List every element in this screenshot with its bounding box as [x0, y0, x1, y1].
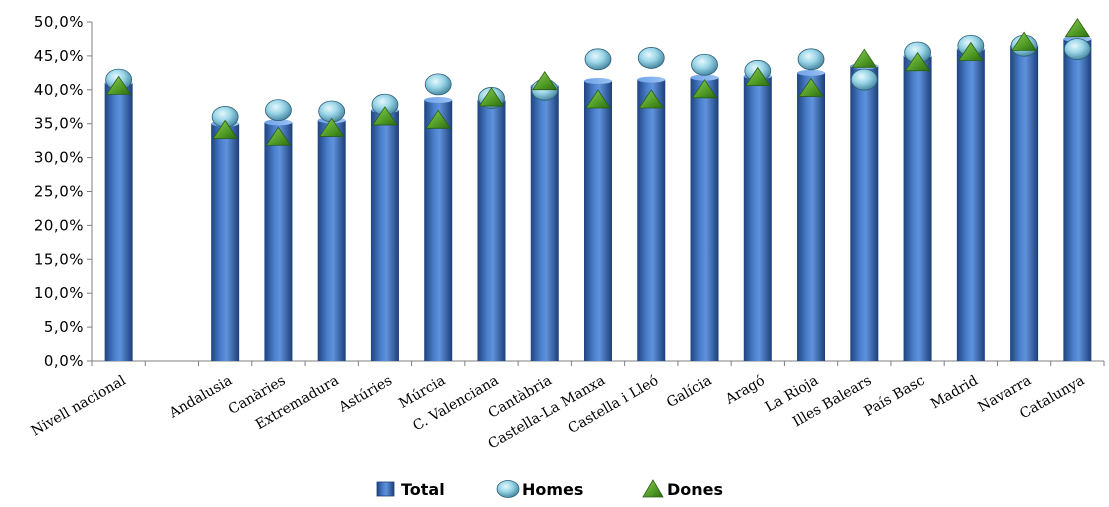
- bar-swatch-icon: [376, 481, 395, 497]
- dones-marker: [745, 66, 771, 86]
- dones-marker: [1064, 18, 1091, 38]
- dones-marker: [105, 75, 132, 95]
- y-tick-label: 5,0%: [44, 318, 84, 336]
- x-tick-label: Nivell nacional: [29, 372, 129, 439]
- y-tick-label: 45,0%: [34, 47, 84, 65]
- legend-label: Total: [401, 480, 445, 499]
- bar-total-top: [690, 74, 719, 81]
- dones-marker: [585, 89, 611, 109]
- legend: Total Homes Dones: [376, 479, 723, 499]
- homes-marker: [637, 47, 665, 69]
- dones-marker: [851, 48, 878, 68]
- legend-label: Homes: [522, 480, 583, 499]
- legend-label: Dones: [667, 480, 723, 499]
- y-tick-label: 30,0%: [34, 149, 84, 167]
- bar-total: [477, 99, 506, 361]
- homes-marker: [850, 68, 878, 91]
- sphere-icon: [496, 480, 520, 498]
- x-tick-label: Aragó: [722, 373, 768, 409]
- bar-total: [797, 72, 826, 361]
- bars: [104, 35, 1092, 362]
- bar-total: [956, 49, 985, 362]
- x-tick-label: Andalusia: [166, 373, 235, 422]
- bar-total: [530, 85, 559, 362]
- x-tick-label: País Basc: [862, 373, 928, 420]
- dones-marker: [638, 89, 665, 109]
- y-tick-label: 0,0%: [44, 352, 84, 370]
- bar-total-top: [264, 119, 293, 126]
- bar-total: [743, 76, 772, 362]
- dones-marker: [1011, 31, 1037, 51]
- bar-total: [317, 120, 346, 361]
- markers: [105, 18, 1091, 146]
- y-tick-label: 15,0%: [34, 250, 84, 268]
- bar-total: [1063, 38, 1092, 361]
- bar-total: [850, 66, 879, 361]
- dones-marker: [425, 109, 451, 129]
- bar-total-top: [637, 76, 666, 83]
- y-tick-label: 10,0%: [34, 284, 84, 302]
- x-tick-label: Astúries: [335, 373, 395, 417]
- y-tick-label: 20,0%: [34, 216, 84, 234]
- dones-marker: [691, 79, 718, 99]
- bar-total: [104, 83, 133, 362]
- bar-total: [637, 79, 666, 361]
- homes-marker: [797, 48, 825, 71]
- bar-total: [903, 55, 932, 362]
- bar-total-top: [797, 69, 826, 76]
- x-tick-label: Castella i Lleó: [566, 373, 662, 438]
- dones-marker: [212, 119, 238, 139]
- bar-total: [424, 99, 453, 361]
- dones-marker: [478, 87, 505, 107]
- bar-total: [370, 110, 399, 361]
- bar-total: [690, 77, 719, 361]
- y-tick-label: 25,0%: [34, 183, 84, 201]
- dones-marker: [372, 106, 398, 126]
- dones-marker: [958, 41, 984, 61]
- y-tick-label: 40,0%: [34, 81, 84, 99]
- homes-marker: [1063, 38, 1091, 61]
- dones-marker: [798, 77, 824, 97]
- y-tick-label: 50,0%: [34, 13, 84, 31]
- x-tick-label: Madrid: [928, 373, 981, 413]
- bar-total-top: [424, 96, 453, 103]
- triangle-icon: [642, 479, 664, 498]
- homes-marker: [424, 73, 452, 96]
- x-tick-label: Galícia: [664, 373, 715, 411]
- x-axis-labels: Nivell nacional AndalusiaCanàriesExtremad…: [29, 372, 1088, 453]
- bar-total: [1010, 45, 1039, 361]
- dones-marker: [904, 51, 931, 72]
- bar-total: [211, 123, 240, 361]
- dones-marker: [531, 70, 558, 91]
- bar-total: [264, 122, 293, 362]
- dones-marker: [265, 126, 292, 146]
- dones-marker: [318, 117, 345, 137]
- y-tick-label: 35,0%: [34, 115, 84, 133]
- bar-total-top: [584, 77, 612, 84]
- homes-marker: [584, 48, 612, 71]
- bar-total: [584, 80, 612, 362]
- homes-marker: [265, 99, 292, 122]
- homes-marker: [691, 53, 718, 76]
- axes: 0,0% 5,0% 10,0% 15,0% 20,0% 25,0% 30,0% 35,0% 40…: [34, 13, 1105, 370]
